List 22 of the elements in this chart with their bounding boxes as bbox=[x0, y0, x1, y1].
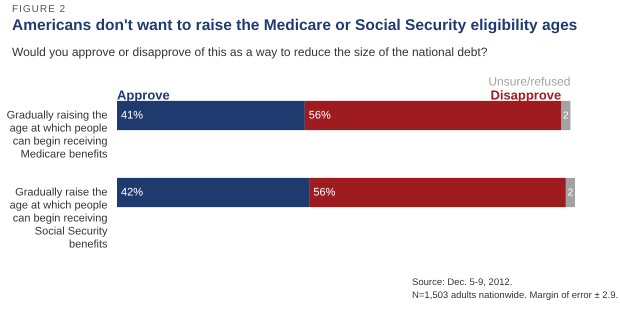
text: N=1,503 adults nationwide. Margin of error ± 2.9. bbox=[412, 289, 618, 302]
bar bbox=[304, 100, 562, 130]
chart-title: Americans don't want to raise the Medicare or Social Security eligibility ages bbox=[12, 17, 578, 35]
data-label: 56% bbox=[308, 110, 332, 122]
data-label: 2 bbox=[568, 187, 574, 198]
bar bbox=[561, 100, 570, 130]
data-label: 42% bbox=[121, 186, 144, 198]
bar bbox=[566, 178, 575, 208]
data-label: 41% bbox=[121, 110, 144, 122]
caption: FIGURE 2 bbox=[12, 4, 66, 15]
data-label: 2 bbox=[563, 110, 570, 122]
bar bbox=[309, 178, 566, 208]
bar bbox=[117, 100, 305, 130]
bar bbox=[117, 178, 310, 208]
chart-subtitle: Would you approve or disapprove of this as a way to reduce the size of the national debt? bbox=[12, 45, 488, 59]
series-label: Approve bbox=[117, 88, 170, 103]
y-tick-label: Gradually raise the age at which people can begin receiving Social Security benefits bbox=[10, 186, 108, 250]
series-label: Unsure/refused bbox=[488, 74, 570, 89]
data-label: 56% bbox=[313, 186, 336, 198]
y-tick-label: Gradually raising the age at which people can begin receiving Medicare benefits bbox=[6, 110, 108, 161]
series-label: Disapprove bbox=[490, 88, 562, 103]
source-note: Source: Dec. 5-9, 2012. bbox=[412, 276, 514, 289]
